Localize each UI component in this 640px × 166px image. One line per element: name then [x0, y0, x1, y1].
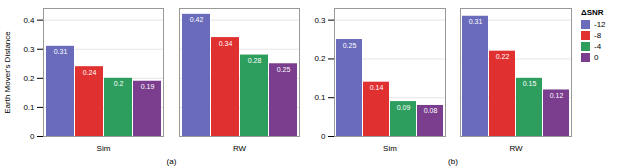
svg-text:0.09: 0.09 [397, 104, 411, 111]
svg-text:(a): (a) [167, 157, 177, 166]
html-text:-12: -12 [594, 20, 606, 29]
svg-text:0.31: 0.31 [469, 18, 483, 25]
svg-text:0.15: 0.15 [523, 80, 537, 87]
svg-text:0.1: 0.1 [23, 103, 35, 112]
svg-text:0.42: 0.42 [190, 16, 204, 23]
svg-text:0: 0 [30, 132, 35, 141]
svg-text:(b): (b) [448, 157, 458, 166]
html-text:-4: -4 [594, 42, 602, 51]
svg-text:0.24: 0.24 [83, 69, 97, 76]
svg-text:Earth Mover's Distance: Earth Mover's Distance [3, 31, 12, 114]
svg-text:0.25: 0.25 [277, 66, 291, 73]
svg-text:RW: RW [509, 144, 523, 153]
svg-text:0.4: 0.4 [23, 16, 35, 25]
svg-text:0.2: 0.2 [114, 80, 124, 87]
svg-text:0: 0 [321, 132, 326, 141]
svg-text:0.3: 0.3 [23, 45, 35, 54]
html-text:-8: -8 [594, 31, 602, 40]
svg-text:0.3: 0.3 [314, 16, 326, 25]
svg-text:0.2: 0.2 [314, 54, 326, 63]
svg-text:0.12: 0.12 [550, 92, 564, 99]
svg-text:Sim: Sim [97, 144, 111, 153]
svg-text:0.31: 0.31 [54, 48, 68, 55]
html-text:ΔSNR: ΔSNR [581, 8, 604, 17]
svg-text:0.14: 0.14 [370, 84, 384, 91]
svg-text:0.1: 0.1 [314, 93, 326, 102]
svg-text:Sim: Sim [383, 144, 397, 153]
svg-text:0.25: 0.25 [343, 42, 357, 49]
svg-text:0.22: 0.22 [496, 53, 510, 60]
svg-text:0.08: 0.08 [424, 107, 438, 114]
svg-text:0.34: 0.34 [219, 40, 233, 47]
svg-text:RW: RW [233, 144, 247, 153]
svg-text:0.2: 0.2 [23, 74, 35, 83]
svg-text:0.28: 0.28 [248, 57, 262, 64]
svg-text:0.19: 0.19 [141, 83, 155, 90]
html-text:0: 0 [594, 53, 599, 62]
